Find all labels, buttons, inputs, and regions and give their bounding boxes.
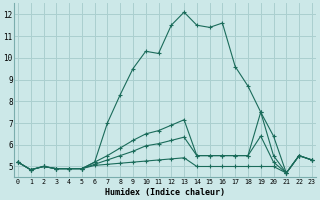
X-axis label: Humidex (Indice chaleur): Humidex (Indice chaleur) <box>105 188 225 197</box>
